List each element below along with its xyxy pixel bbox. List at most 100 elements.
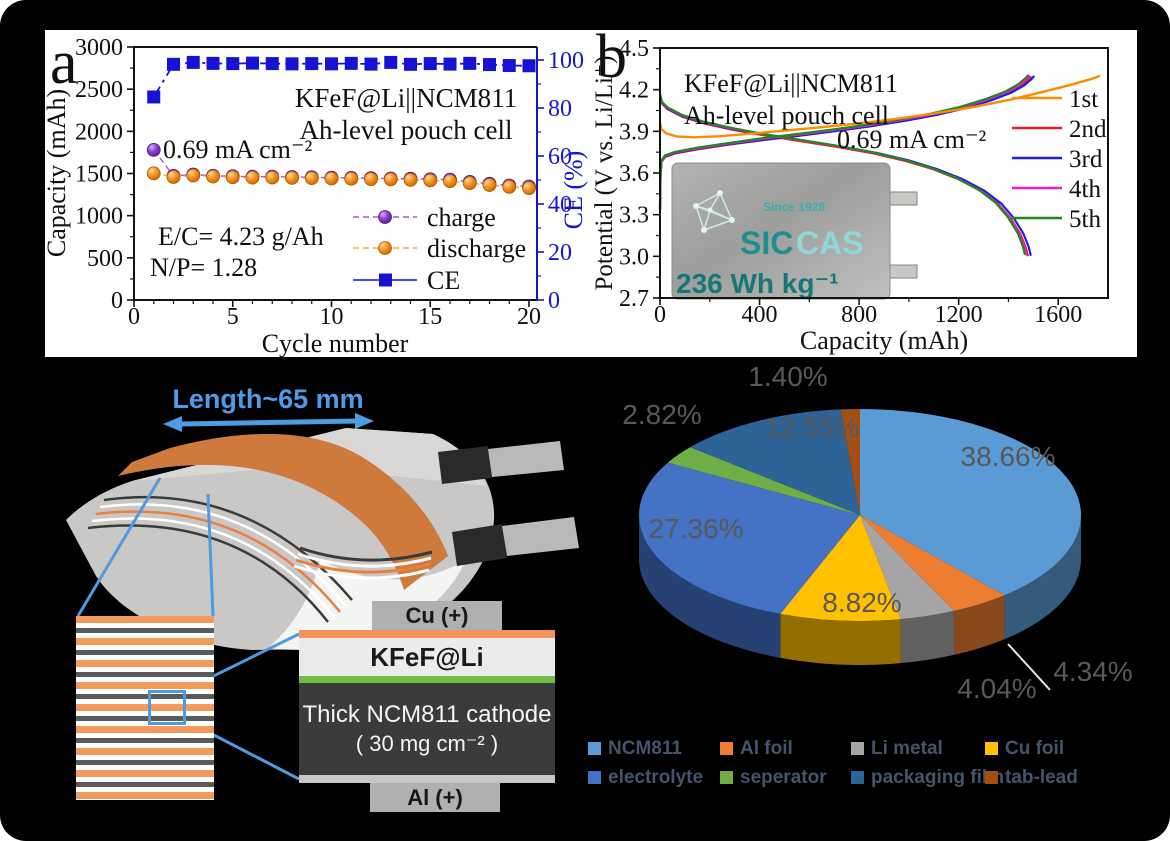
svg-text:0: 0	[548, 288, 560, 314]
svg-text:5: 5	[227, 304, 239, 330]
legend-item-tab-lead: tab-lead	[985, 767, 1166, 789]
axes	[127, 46, 544, 307]
cathode-loading: ( 30 mg cm⁻² )	[355, 731, 499, 756]
svg-text:60: 60	[548, 144, 572, 170]
svg-text:3rd: 3rd	[1069, 146, 1103, 173]
pie-label-Cu foil: 8.82%	[822, 587, 901, 618]
svg-text:2nd: 2nd	[1069, 116, 1107, 143]
svg-text:80: 80	[548, 96, 572, 122]
legend-item-Al foil: Al foil	[720, 738, 851, 760]
siccas-network-nodes	[693, 190, 735, 233]
legend-swatch-icon	[720, 742, 733, 755]
pie-slice-Li metal	[860, 515, 955, 620]
pie-side-Cu foil	[780, 613, 901, 665]
svg-text:1st: 1st	[1069, 86, 1098, 113]
legend-swatch-icon	[588, 742, 601, 755]
voltage-profile-chart: Since 1928 SIC CAS 236 Wh kg⁻¹ 0 400 800 12…	[592, 36, 1109, 355]
pie-slice-Al foil	[860, 515, 1005, 611]
svg-text:1200: 1200	[935, 302, 983, 328]
svg-text:10: 10	[320, 304, 344, 330]
pie-label-electrolyte: 27.36%	[649, 513, 744, 544]
leader-line	[1007, 643, 1051, 691]
pie-label-Al foil: 4.34%	[1053, 656, 1132, 687]
panel-a-label: a	[50, 29, 78, 97]
length-arrow-line	[179, 418, 359, 427]
svg-text:15: 15	[418, 304, 442, 330]
pie-slice-tab-lead	[840, 409, 860, 515]
al-current-collector-strip	[299, 775, 555, 783]
svg-text:0: 0	[654, 302, 666, 328]
svg-text:20: 20	[517, 304, 541, 330]
pie-slice-seperator	[667, 447, 860, 515]
legend-item-packaging film: packaging film	[851, 767, 1004, 789]
legend-label: NCM811	[608, 737, 682, 759]
rate-annotation: 0.69 mA cm⁻²	[163, 135, 313, 164]
pie-side-Al foil	[954, 595, 1005, 655]
pie-tops	[639, 409, 1081, 621]
np-ratio-annotation: N/P= 1.28	[150, 253, 257, 282]
svg-text:4.2: 4.2	[619, 78, 649, 104]
x-axis-title: Capacity (mAh)	[800, 326, 968, 355]
legend-label: tab-lead	[1005, 766, 1078, 788]
svg-text:discharge: discharge	[427, 234, 526, 263]
svg-text:4th: 4th	[1069, 176, 1101, 203]
pie-value-labels: 38.66% 4.34% 4.04% 8.82% 27.36% 2.82% 12.55% 1.…	[622, 361, 1132, 704]
pie-label-packaging film: 12.55%	[765, 412, 860, 443]
arrow-head-left-icon	[163, 416, 182, 432]
top-panels-background	[45, 30, 1137, 357]
series-1st	[658, 74, 1101, 139]
panel-b-label: b	[596, 23, 627, 91]
pie-legend: NCM811 Al foil Li metal Cu foil electrolyte s…	[588, 734, 1166, 792]
length-annotation: Length~65 mm	[163, 384, 374, 432]
svg-text:2.7: 2.7	[619, 286, 649, 312]
pie-slice-packaging film	[690, 409, 860, 515]
logo-cas-text: CAS	[796, 225, 864, 261]
svg-text:1600: 1600	[1034, 302, 1082, 328]
svg-text:20: 20	[548, 240, 572, 266]
pie-label-Li metal: 4.04%	[957, 673, 1036, 704]
legend-swatch-icon	[720, 771, 733, 784]
legend-label: Cu foil	[1005, 737, 1065, 759]
svg-text:2500: 2500	[75, 77, 123, 103]
svg-text:CE: CE	[427, 266, 460, 295]
svg-text:5th: 5th	[1069, 206, 1101, 233]
legend-label: Al foil	[740, 737, 793, 759]
y-axis-title: Capacity (mAh)	[45, 89, 71, 257]
since-1928-text: Since 1928	[763, 200, 825, 214]
legend-item-Li metal: Li metal	[851, 738, 985, 760]
series-discharge	[146, 166, 536, 196]
panel-b-title-1: KFeF@Li||NCM811	[684, 69, 898, 98]
voltage-curves	[658, 74, 1101, 257]
pouch-cell-photo-inset: Since 1928 SIC CAS 236 Wh kg⁻¹	[671, 162, 918, 300]
svg-text:3.0: 3.0	[619, 244, 649, 270]
legend-swatch-icon	[851, 771, 864, 784]
legend-item-seperator: seperator	[720, 767, 851, 789]
svg-text:400: 400	[742, 302, 778, 328]
layer-stack: KFeF@Li Thick NCM811 cathode ( 30 mg cm⁻…	[299, 630, 555, 783]
cu-tab-label: Cu (+)	[372, 601, 502, 630]
legend-label: Li metal	[871, 737, 943, 759]
pouch-3d-render	[66, 428, 579, 650]
series-5th	[658, 74, 1030, 255]
pie-slice-Cu foil	[780, 515, 901, 621]
pie-label-NCM811: 38.66%	[961, 441, 1056, 472]
pie-slice-electrolyte	[639, 462, 860, 614]
logo-sic-text: SIC	[740, 225, 793, 261]
legend-swatch-icon	[985, 742, 998, 755]
cu-current-collector-strip	[299, 630, 555, 638]
svg-text:charge: charge	[427, 203, 496, 232]
electrode-stack-pattern	[76, 616, 214, 800]
legend-swatch-icon	[985, 771, 998, 784]
legend-label: packaging film	[871, 766, 1005, 788]
svg-text:100: 100	[548, 48, 584, 74]
pie-sides	[639, 515, 1081, 665]
mass-breakdown-pie: 38.66% 4.34% 4.04% 8.82% 27.36% 2.82% 12.55% 1.…	[622, 361, 1132, 704]
legend-item-Cu foil: Cu foil	[985, 738, 1166, 760]
ncm811-cathode-layer: Thick NCM811 cathode ( 30 mg cm⁻² )	[299, 683, 555, 775]
svg-text:3000: 3000	[75, 35, 123, 61]
legend-label: seperator	[740, 766, 827, 788]
svg-text:0: 0	[111, 288, 123, 314]
rate-annotation: 0.69 mA cm⁻²	[837, 125, 987, 154]
pie-label-tab-lead: 1.40%	[748, 361, 827, 392]
